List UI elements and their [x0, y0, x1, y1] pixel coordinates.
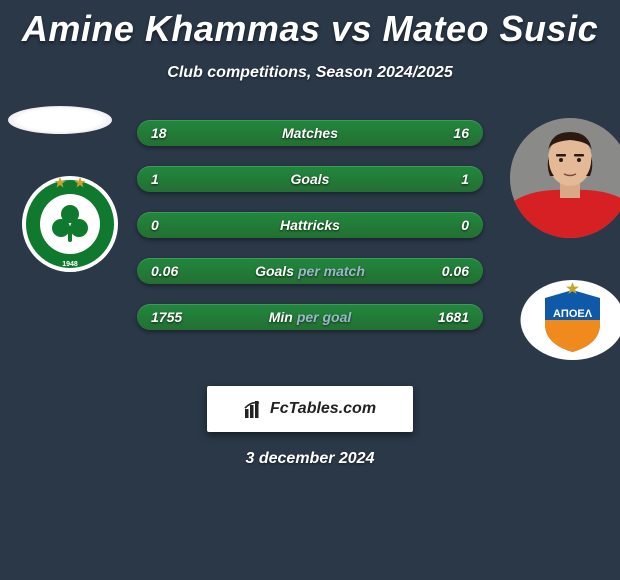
stat-label: Matches [282, 125, 338, 141]
stat-label: Hattricks [280, 217, 340, 233]
right-crest-text: ΑΠΟΕΛ [553, 308, 593, 320]
brand-text: FcTables.com [270, 400, 376, 418]
stat-left-value: 0.06 [151, 263, 191, 279]
stat-right-value: 0.06 [429, 263, 469, 279]
stat-right-value: 1681 [429, 309, 469, 325]
stat-bar: 0 0 Hattricks [137, 212, 483, 238]
stat-right-value: 16 [429, 125, 469, 141]
stat-bar: 0.06 0.06 Goalsper match [137, 258, 483, 284]
stat-bar: 18 16 Matches [137, 120, 483, 146]
stat-left-value: 18 [151, 125, 191, 141]
stat-right-value: 1 [429, 171, 469, 187]
bars-icon [244, 399, 266, 419]
right-club-crest: ΑΠΟΕΛ [520, 280, 620, 360]
stat-left-value: 0 [151, 217, 191, 233]
left-player-portrait [8, 106, 112, 134]
date: 3 december 2024 [0, 450, 620, 468]
stat-label: Goals [291, 171, 330, 187]
subtitle: Club competitions, Season 2024/2025 [0, 64, 620, 82]
left-club-crest: 1948 [20, 174, 120, 274]
comparison-area: 1948 [0, 114, 620, 374]
left-crest-year: 1948 [62, 261, 78, 268]
stat-label: Minper goal [269, 309, 352, 325]
stat-left-value: 1755 [151, 309, 191, 325]
stat-bars: 18 16 Matches 1 1 Goals 0 0 Hattricks 0.06 0.06 Goa… [137, 120, 483, 350]
stat-bar: 1 1 Goals [137, 166, 483, 192]
brand-badge: FcTables.com [207, 386, 413, 432]
stat-label: Goalsper match [255, 263, 365, 279]
stat-left-value: 1 [151, 171, 191, 187]
stat-right-value: 0 [429, 217, 469, 233]
page-title: Amine Khammas vs Mateo Susic [0, 0, 620, 50]
right-player-portrait [510, 118, 620, 238]
stat-bar: 1755 1681 Minper goal [137, 304, 483, 330]
